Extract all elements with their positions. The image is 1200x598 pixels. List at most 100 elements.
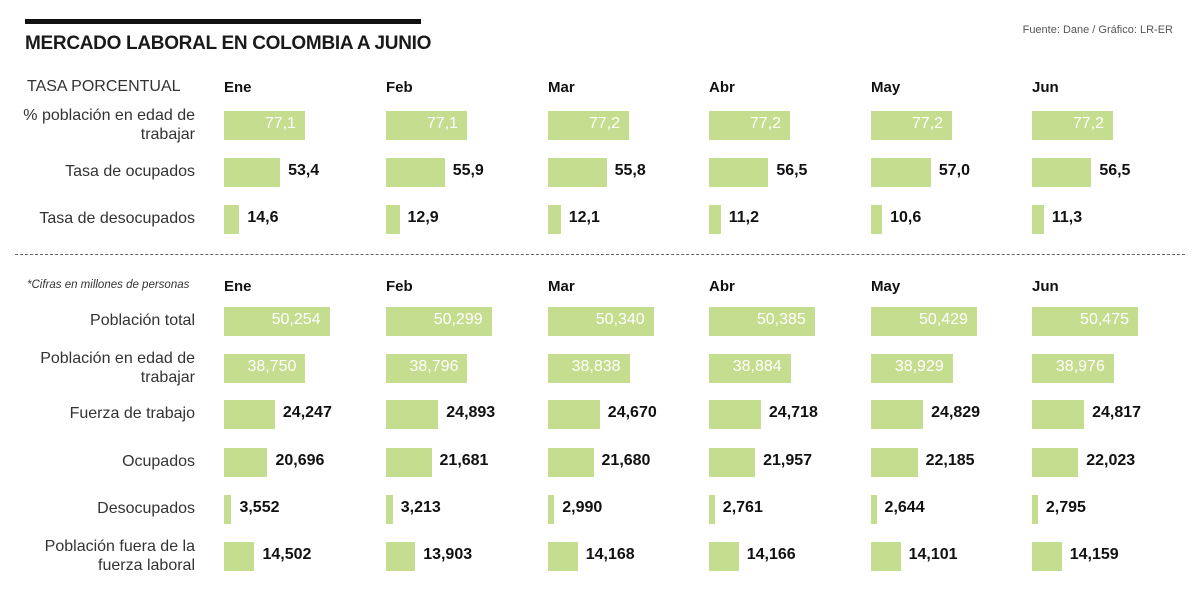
data-label: 55,9 [452,162,484,179]
data-label: 2,761 [722,499,763,516]
section-divider [15,254,1185,255]
bar-poblacion-en-edad-de-trabajar-mar [548,110,630,140]
bar-poblacion-total-feb [386,306,492,336]
data-label: 10,6 [890,209,922,226]
data-label: 50,475 [1080,311,1129,328]
data-label: 38,976 [1055,358,1105,375]
row-label-poblacion-en-edad-de-trabajar: Población en edad de trabajar [40,350,195,386]
month-label-feb: Feb [386,79,413,96]
bar-tasa-de-desocupados-ene [224,204,240,234]
bar-poblacion-en-edad-de-trabajar-feb [386,353,468,383]
data-label: 24,718 [768,404,818,421]
bar-tasa-de-desocupados-abr [709,204,721,234]
data-label: 14,159 [1069,546,1119,563]
data-label: 12,9 [407,209,439,226]
bar-poblacion-fuera-de-la-fuerza-laboral-jun [1032,541,1062,571]
month-label-abr: Abr [709,278,735,295]
month-label-jun: Jun [1032,278,1059,295]
data-label: 50,385 [756,311,806,328]
bar-desocupados-mar [548,494,555,524]
data-label: 11,2 [728,209,760,226]
data-label: 14,502 [262,546,312,563]
data-label: 77,1 [426,115,458,132]
bar-desocupados-jun [1032,494,1038,524]
bar-tasa-de-desocupados-may [871,204,883,234]
data-label: 14,166 [746,546,796,563]
bar-poblacion-total-mar [548,306,654,336]
data-label: 22,185 [925,452,975,469]
data-label: 21,681 [439,452,489,469]
data-label: 77,1 [264,115,296,132]
data-label: 2,795 [1045,499,1086,516]
bar-tasa-de-ocupados-may [871,157,931,187]
data-label: 14,6 [247,209,279,226]
data-label: 2,990 [562,499,603,516]
bar-desocupados-may [871,494,877,524]
bar-desocupados-ene [224,494,232,524]
bar-tasa-de-ocupados-abr [709,157,769,187]
data-label: 11,3 [1051,209,1083,226]
row-label-fuerza-de-trabajo: Fuerza de trabajo [69,405,195,422]
data-label: 50,254 [271,311,321,328]
bar-tasa-de-ocupados-feb [386,157,445,187]
section-label-cifras: *Cifras en millones de personas [27,279,190,291]
bar-ocupados-feb [386,447,432,477]
data-label: 22,023 [1086,452,1136,469]
bar-poblacion-en-edad-de-trabajar-jun [1032,110,1114,140]
bar-ocupados-mar [548,447,594,477]
data-label: 2,644 [884,499,925,516]
data-label: 24,817 [1092,404,1142,421]
data-label: 77,2 [749,115,782,132]
bar-poblacion-en-edad-de-trabajar-feb [386,110,467,140]
bar-poblacion-total-may [871,306,977,336]
data-label: 24,670 [607,404,657,421]
bar-poblacion-fuera-de-la-fuerza-laboral-mar [548,541,578,571]
bar-poblacion-total-abr [709,306,815,336]
bar-poblacion-total-ene [224,306,330,336]
bar-poblacion-fuera-de-la-fuerza-laboral-ene [224,541,255,571]
bar-ocupados-abr [709,447,756,477]
month-label-may: May [871,79,901,96]
bar-desocupados-feb [386,494,393,524]
bar-poblacion-fuera-de-la-fuerza-laboral-feb [386,541,416,571]
data-label: 77,2 [911,115,944,132]
month-label-ene: Ene [224,79,252,96]
title-rule [25,19,421,24]
bar-tasa-de-ocupados-mar [548,157,607,187]
data-label: 13,903 [423,546,473,563]
bar-fuerza-de-trabajo-ene [224,399,275,429]
bar-poblacion-en-edad-de-trabajar-mar [548,353,630,383]
bar-poblacion-en-edad-de-trabajar-may [871,353,953,383]
bar-desocupados-abr [709,494,715,524]
bar-fuerza-de-trabajo-mar [548,399,600,429]
bar-poblacion-en-edad-de-trabajar-ene [224,110,305,140]
data-label: 50,340 [595,311,645,328]
data-label: 21,680 [601,452,651,469]
bar-poblacion-en-edad-de-trabajar-may [871,110,953,140]
data-label: 20,696 [275,452,325,469]
bar-poblacion-en-edad-de-trabajar-jun [1032,353,1114,383]
data-label: 38,838 [571,358,621,375]
data-label: 38,750 [247,358,297,375]
data-label: 3,213 [400,499,441,516]
bar-tasa-de-ocupados-jun [1032,157,1092,187]
section-label-tasa: TASA PORCENTUAL [27,78,181,95]
bar-tasa-de-desocupados-jun [1032,204,1044,234]
bar-fuerza-de-trabajo-feb [386,399,439,429]
bar-ocupados-ene [224,447,268,477]
data-label: 38,884 [732,358,782,375]
bar-fuerza-de-trabajo-jun [1032,399,1085,429]
bar-poblacion-fuera-de-la-fuerza-laboral-may [871,541,901,571]
data-label: 24,829 [931,404,981,421]
data-label: 57,0 [938,162,970,179]
data-label: 24,247 [282,404,332,421]
data-label: 14,168 [585,546,635,563]
data-label: 3,552 [239,499,280,516]
month-label-jun: Jun [1032,79,1059,96]
bar-poblacion-en-edad-de-trabajar-abr [709,353,791,383]
month-label-abr: Abr [709,79,735,96]
bar-poblacion-en-edad-de-trabajar-abr [709,110,791,140]
bar-poblacion-en-edad-de-trabajar-ene [224,353,306,383]
bar-ocupados-may [871,447,918,477]
data-label: 56,5 [1099,162,1131,179]
